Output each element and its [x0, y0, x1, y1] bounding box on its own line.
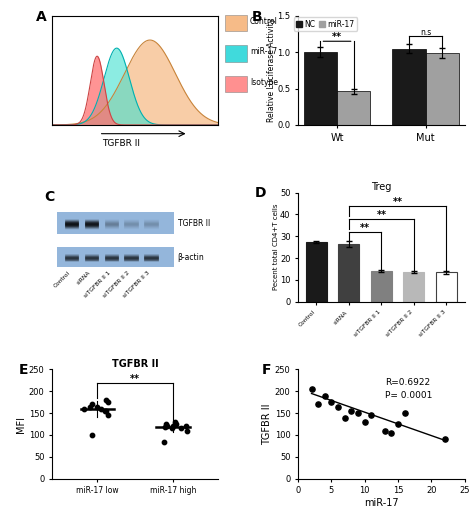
- Text: Control: Control: [53, 270, 71, 289]
- FancyBboxPatch shape: [225, 15, 246, 31]
- Point: [368, 411, 375, 420]
- Point: [171, 418, 178, 426]
- Bar: [337, 92, 370, 125]
- Point: [308, 385, 315, 393]
- Bar: [426, 53, 459, 125]
- Legend: NC, miR-17: NC, miR-17: [294, 17, 357, 31]
- Text: TGFBR II: TGFBR II: [102, 139, 140, 148]
- Y-axis label: TGFBR II: TGFBR II: [262, 403, 272, 445]
- Text: E: E: [19, 363, 28, 377]
- Text: miR-17: miR-17: [250, 47, 277, 56]
- Text: n.s: n.s: [420, 28, 431, 37]
- Point: [97, 404, 105, 413]
- Title: TGFBR II: TGFBR II: [112, 359, 159, 369]
- Point: [163, 420, 170, 428]
- Bar: [371, 271, 392, 302]
- Bar: [306, 242, 327, 302]
- Point: [168, 424, 175, 433]
- Point: [347, 407, 355, 415]
- Bar: [392, 48, 426, 125]
- FancyBboxPatch shape: [225, 76, 246, 92]
- Point: [388, 429, 395, 437]
- Point: [381, 427, 389, 435]
- Point: [102, 407, 110, 415]
- Point: [328, 398, 335, 407]
- Point: [361, 418, 369, 426]
- Point: [183, 427, 191, 435]
- Bar: [304, 52, 337, 125]
- Point: [162, 423, 169, 431]
- Point: [104, 411, 111, 420]
- Point: [394, 420, 402, 428]
- Point: [173, 420, 180, 428]
- Text: **: **: [360, 223, 370, 233]
- Point: [104, 398, 112, 407]
- Point: [86, 402, 94, 411]
- Point: [160, 437, 168, 446]
- Point: [80, 404, 88, 413]
- Point: [314, 400, 322, 409]
- X-axis label: miR-17: miR-17: [364, 498, 399, 508]
- Bar: [403, 272, 424, 302]
- Bar: [57, 247, 173, 267]
- Text: **: **: [332, 32, 342, 42]
- FancyBboxPatch shape: [225, 45, 246, 62]
- Point: [177, 424, 185, 433]
- Bar: [338, 244, 359, 302]
- Text: C: C: [44, 190, 54, 205]
- Y-axis label: Relative Luciferase Activity: Relative Luciferase Activity: [267, 18, 276, 123]
- Point: [101, 407, 109, 415]
- Text: β-actin: β-actin: [178, 253, 204, 262]
- Point: [354, 409, 362, 417]
- Text: **: **: [130, 373, 140, 384]
- Text: **: **: [392, 197, 402, 207]
- Text: F: F: [262, 363, 271, 377]
- Text: Isotype: Isotype: [250, 78, 278, 87]
- Text: siTGFBR II 2: siTGFBR II 2: [102, 270, 131, 299]
- Point: [88, 431, 96, 439]
- Point: [401, 409, 409, 417]
- Text: D: D: [255, 186, 266, 200]
- Text: A: A: [36, 11, 46, 24]
- Text: **: **: [376, 210, 386, 220]
- Point: [163, 422, 171, 430]
- Text: B: B: [252, 11, 262, 24]
- Point: [93, 402, 100, 411]
- Y-axis label: Pecent total CD4+T cells: Pecent total CD4+T cells: [273, 204, 279, 290]
- Point: [321, 391, 328, 400]
- Point: [341, 413, 348, 422]
- Bar: [436, 272, 457, 302]
- Point: [334, 402, 342, 411]
- Point: [102, 396, 109, 404]
- Point: [88, 400, 96, 409]
- Text: siTGFBR II 1: siTGFBR II 1: [82, 270, 111, 299]
- Text: R=0.6922: R=0.6922: [385, 378, 430, 387]
- Bar: [57, 213, 173, 234]
- Text: siRNA: siRNA: [75, 270, 91, 286]
- Point: [169, 422, 177, 430]
- Text: Control: Control: [250, 17, 278, 26]
- Point: [182, 422, 190, 430]
- Title: Treg: Treg: [371, 182, 392, 192]
- Point: [441, 435, 448, 443]
- Text: siTGFBR II 3: siTGFBR II 3: [122, 270, 151, 299]
- Text: TGFBR II: TGFBR II: [178, 219, 210, 228]
- Y-axis label: MFI: MFI: [16, 416, 26, 432]
- Text: P= 0.0001: P= 0.0001: [385, 391, 432, 400]
